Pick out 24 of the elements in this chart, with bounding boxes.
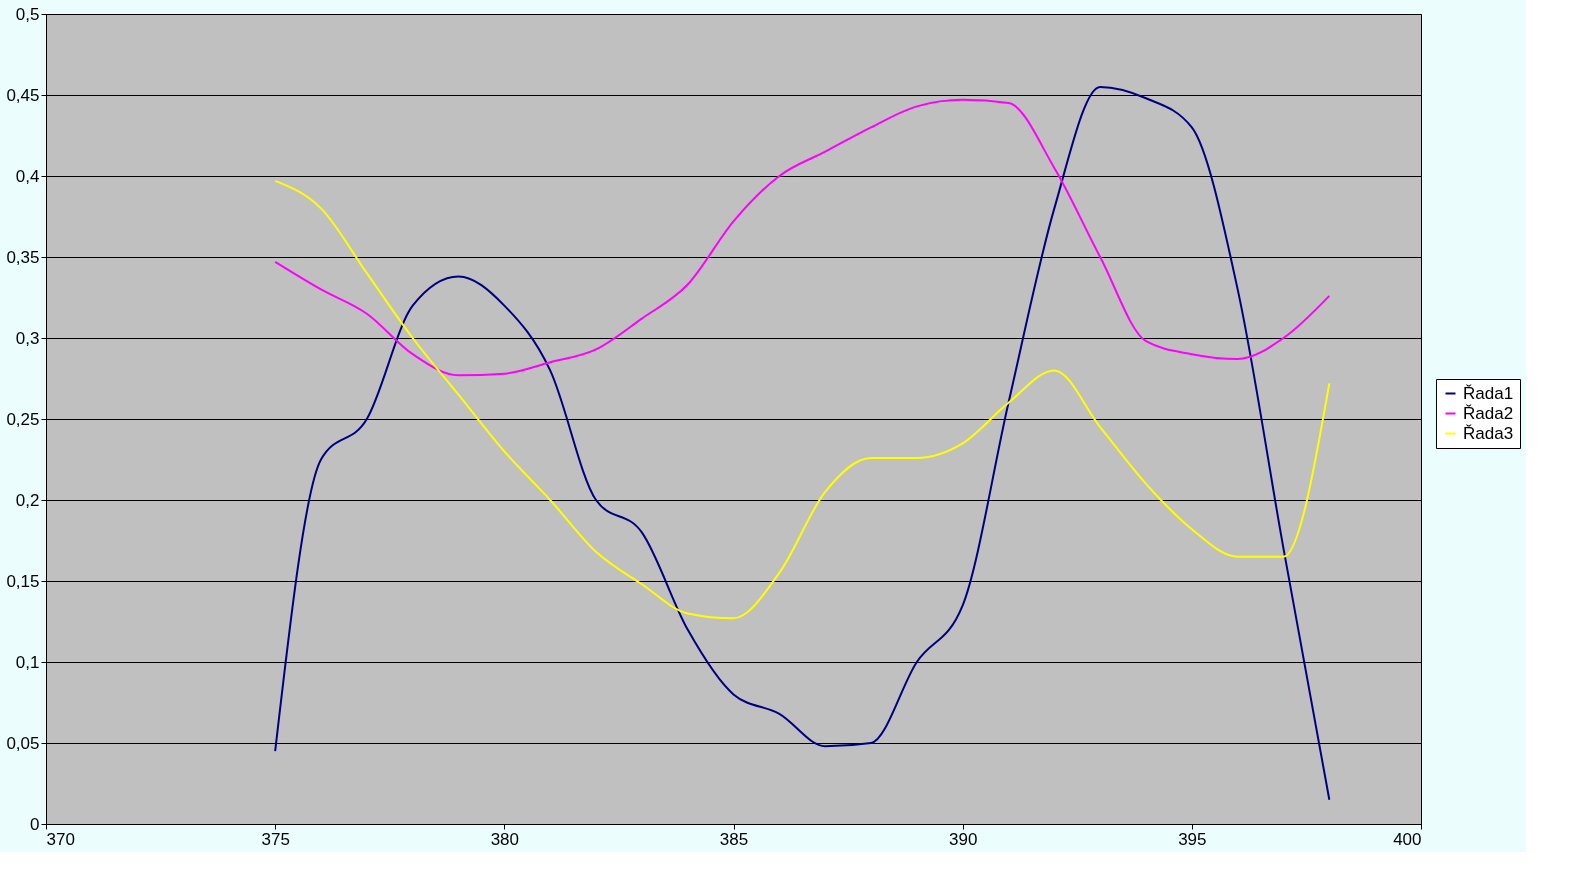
x-tick-label: 390 [948,829,978,849]
y-tick-label: 0,15 [6,571,40,591]
x-tick-label: 385 [719,829,749,849]
x-tick-label: 380 [490,829,520,849]
y-tick-label: 0,1 [15,652,40,672]
y-tick-label: 0,3 [15,328,40,348]
y-tick-label: 0,45 [6,85,40,105]
y-tick-label: 0,25 [6,409,40,429]
legend-label: Řada1 [1463,383,1514,403]
y-tick-label: 0 [30,814,40,834]
x-tick-label: 395 [1178,829,1207,849]
legend-label: Řada2 [1463,403,1514,423]
y-tick-label: 0,5 [15,4,40,24]
line-series [274,98,1331,377]
line-series [274,179,1331,620]
legend-label: Řada3 [1463,423,1514,443]
x-tick-label: 400 [1393,829,1422,849]
y-tick-label: 0,05 [6,733,40,753]
line-series [274,85,1331,801]
x-tick-label: 375 [261,829,290,849]
x-tick-label: 370 [46,829,75,849]
y-tick-label: 0,35 [6,247,40,267]
y-tick-label: 0,2 [15,490,40,510]
y-tick-label: 0,4 [15,166,40,186]
